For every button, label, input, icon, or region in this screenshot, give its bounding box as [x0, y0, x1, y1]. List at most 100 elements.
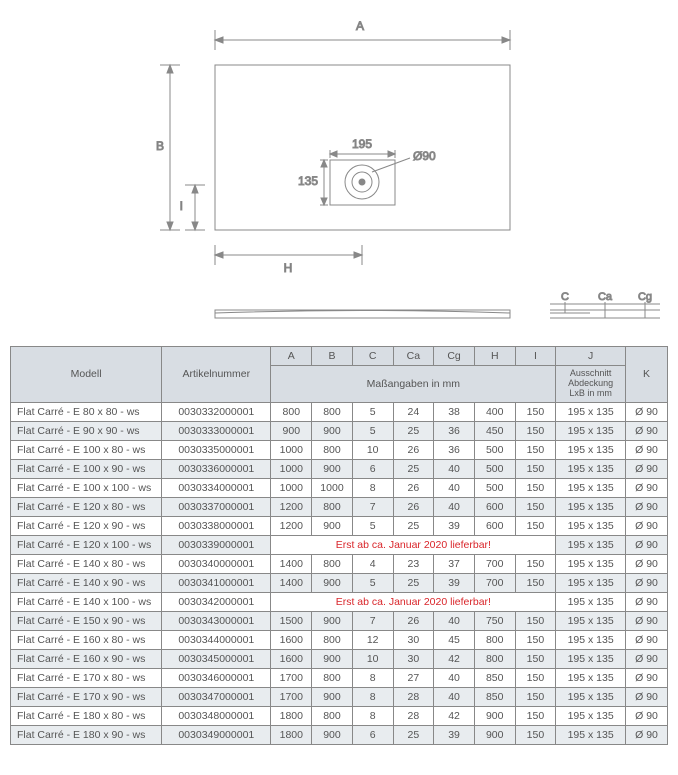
cell-Cg: 40 [434, 497, 475, 516]
cell-art: 0030337000001 [162, 497, 271, 516]
cell-model: Flat Carré - E 90 x 90 - ws [11, 421, 162, 440]
table-row: Flat Carré - E 100 x 100 - ws00303340000… [11, 478, 668, 497]
cell-model: Flat Carré - E 160 x 80 - ws [11, 630, 162, 649]
cell-Ca: 26 [393, 497, 434, 516]
cell-C: 7 [352, 611, 393, 630]
cell-I: 150 [515, 459, 556, 478]
table-row: Flat Carré - E 100 x 90 - ws003033600000… [11, 459, 668, 478]
cell-I: 150 [515, 554, 556, 573]
cell-model: Flat Carré - E 140 x 100 - ws [11, 592, 162, 611]
cell-model: Flat Carré - E 140 x 90 - ws [11, 573, 162, 592]
cell-A: 1000 [271, 440, 312, 459]
cell-A: 1700 [271, 668, 312, 687]
cover-h: 135 [298, 174, 318, 188]
cell-J: 195 x 135 [556, 592, 626, 611]
cell-note: Erst ab ca. Januar 2020 lieferbar! [271, 535, 556, 554]
cell-C: 8 [352, 687, 393, 706]
cell-K: Ø 90 [626, 535, 668, 554]
cell-I: 150 [515, 668, 556, 687]
cell-B: 800 [312, 440, 353, 459]
cell-K: Ø 90 [626, 478, 668, 497]
cell-model: Flat Carré - E 80 x 80 - ws [11, 402, 162, 421]
cell-Ca: 28 [393, 706, 434, 725]
cell-art: 0030342000001 [162, 592, 271, 611]
cell-Ca: 25 [393, 573, 434, 592]
cell-I: 150 [515, 630, 556, 649]
th-B: B [312, 347, 353, 366]
cell-I: 150 [515, 497, 556, 516]
table-row: Flat Carré - E 170 x 80 - ws003034600000… [11, 668, 668, 687]
cell-K: Ø 90 [626, 649, 668, 668]
table-row: Flat Carré - E 180 x 80 - ws003034800000… [11, 706, 668, 725]
cell-A: 1200 [271, 516, 312, 535]
cell-A: 1700 [271, 687, 312, 706]
cell-Cg: 42 [434, 706, 475, 725]
table-row: Flat Carré - E 140 x 100 - ws00303420000… [11, 592, 668, 611]
th-C: C [352, 347, 393, 366]
cell-Cg: 38 [434, 402, 475, 421]
cell-J: 195 x 135 [556, 459, 626, 478]
cell-model: Flat Carré - E 120 x 100 - ws [11, 535, 162, 554]
cell-art: 0030346000001 [162, 668, 271, 687]
cell-art: 0030339000001 [162, 535, 271, 554]
cell-I: 150 [515, 516, 556, 535]
th-J-sub: Ausschnitt Abdeckung LxB in mm [556, 366, 626, 403]
cell-K: Ø 90 [626, 725, 668, 744]
cell-K: Ø 90 [626, 630, 668, 649]
cell-art: 0030335000001 [162, 440, 271, 459]
cell-K: Ø 90 [626, 573, 668, 592]
diagram-svg: A B I H 195 [10, 10, 668, 340]
cell-A: 900 [271, 421, 312, 440]
dim-C: C [561, 291, 569, 303]
th-Cg: Cg [434, 347, 475, 366]
cell-C: 5 [352, 402, 393, 421]
cell-A: 800 [271, 402, 312, 421]
cell-Ca: 24 [393, 402, 434, 421]
cell-Ca: 26 [393, 611, 434, 630]
cell-model: Flat Carré - E 170 x 90 - ws [11, 687, 162, 706]
cell-I: 150 [515, 478, 556, 497]
cell-Ca: 27 [393, 668, 434, 687]
cell-B: 900 [312, 421, 353, 440]
cell-B: 800 [312, 554, 353, 573]
cell-Ca: 25 [393, 459, 434, 478]
technical-diagram: A B I H 195 [10, 10, 668, 340]
cell-B: 900 [312, 725, 353, 744]
cell-C: 6 [352, 459, 393, 478]
th-A: A [271, 347, 312, 366]
th-K: K [626, 347, 668, 403]
cell-art: 0030349000001 [162, 725, 271, 744]
cell-H: 600 [474, 497, 515, 516]
cell-I: 150 [515, 573, 556, 592]
cell-H: 500 [474, 478, 515, 497]
cell-K: Ø 90 [626, 706, 668, 725]
cell-C: 5 [352, 421, 393, 440]
cell-B: 800 [312, 668, 353, 687]
cell-H: 500 [474, 459, 515, 478]
cell-K: Ø 90 [626, 459, 668, 478]
cell-J: 195 x 135 [556, 611, 626, 630]
th-mass: Maßangaben in mm [271, 366, 556, 403]
cell-C: 5 [352, 573, 393, 592]
cell-C: 8 [352, 478, 393, 497]
cell-C: 10 [352, 440, 393, 459]
cell-B: 900 [312, 573, 353, 592]
th-Ca: Ca [393, 347, 434, 366]
th-I: I [515, 347, 556, 366]
dim-Ca: Ca [598, 291, 613, 303]
table-row: Flat Carré - E 150 x 90 - ws003034300000… [11, 611, 668, 630]
cell-A: 1200 [271, 497, 312, 516]
cell-J: 195 x 135 [556, 573, 626, 592]
table-row: Flat Carré - E 140 x 90 - ws003034100000… [11, 573, 668, 592]
cell-H: 800 [474, 649, 515, 668]
cell-art: 0030348000001 [162, 706, 271, 725]
cell-Cg: 45 [434, 630, 475, 649]
cell-Cg: 36 [434, 421, 475, 440]
cell-B: 800 [312, 497, 353, 516]
cell-Cg: 40 [434, 668, 475, 687]
cell-J: 195 x 135 [556, 440, 626, 459]
table-row: Flat Carré - E 180 x 90 - ws003034900000… [11, 725, 668, 744]
cell-J: 195 x 135 [556, 478, 626, 497]
cell-model: Flat Carré - E 120 x 90 - ws [11, 516, 162, 535]
cell-art: 0030347000001 [162, 687, 271, 706]
